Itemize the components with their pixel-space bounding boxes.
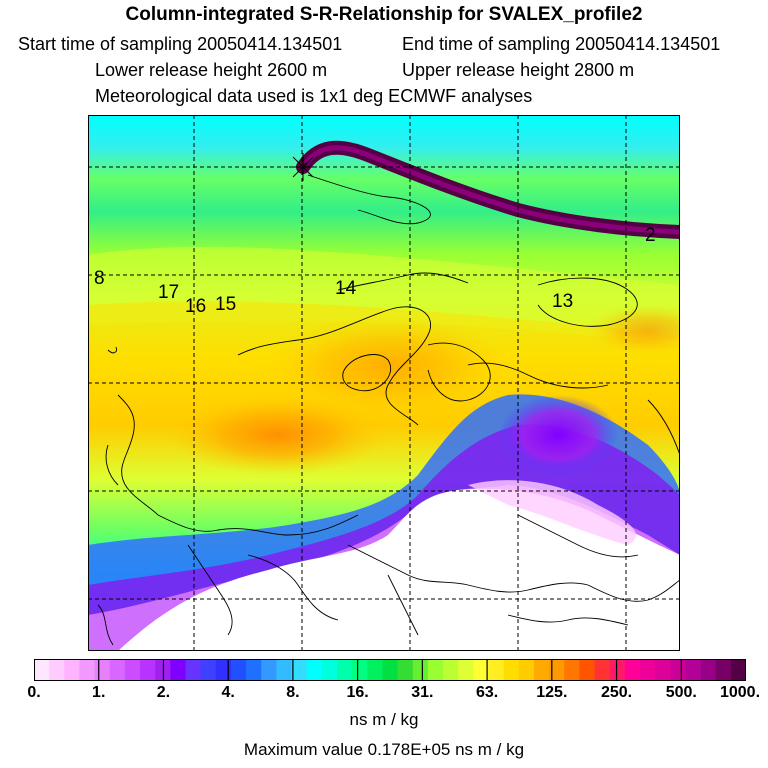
colorbar-swatch — [94, 659, 111, 681]
colorbar-swatch — [594, 659, 611, 681]
colorbar-swatch — [427, 659, 444, 681]
colorbar-tick-label: 1. — [92, 684, 106, 701]
max-value-label: Maximum value 0.178E+05 ns m / kg — [243, 740, 525, 759]
colorbar — [34, 659, 746, 681]
colorbar-swatch — [185, 659, 202, 681]
colorbar-swatch — [336, 659, 353, 681]
colorbar-swatch — [579, 659, 596, 681]
colorbar-tick-label: 8. — [286, 684, 300, 701]
end-time-label: End time of sampling 20050414.134501 — [402, 34, 721, 54]
lower-height-label: Lower release height 2600 m — [95, 60, 328, 80]
colorbar-swatch — [49, 659, 65, 681]
colorbar-swatch — [518, 659, 535, 681]
colorbar-swatch — [473, 659, 490, 681]
colorbar-tick-label: 31. — [411, 684, 434, 701]
map-frame — [88, 115, 680, 651]
colorbar-swatch — [109, 659, 126, 681]
colorbar-swatch — [170, 659, 187, 681]
colorbar-swatch — [639, 659, 656, 681]
plot-title: Column-integrated S-R-Relationship for S… — [125, 4, 643, 25]
colorbar-swatch — [79, 659, 96, 681]
colorbar-swatch — [715, 659, 732, 681]
colorbar-swatch — [382, 659, 399, 681]
colorbar-swatch — [458, 659, 474, 681]
colorbar-swatch — [140, 659, 156, 681]
colorbar-tick-label: 4. — [221, 684, 235, 701]
colorbar-swatch — [549, 659, 565, 681]
colorbar-swatch — [246, 659, 262, 681]
colorbar-swatch — [730, 659, 746, 681]
colorbar-swatch — [624, 659, 641, 681]
met-data-label: Meteorological data used is 1x1 deg ECMW… — [95, 86, 533, 106]
colorbar-tick-label: 250. — [600, 684, 633, 701]
day-label-14: 14 — [335, 278, 357, 299]
day-label-16: 16 — [185, 296, 206, 317]
colorbar-swatch — [230, 659, 247, 681]
colorbar-swatch — [261, 659, 277, 681]
release-point-star-icon — [289, 153, 317, 181]
colorbar-swatch — [443, 659, 459, 681]
colorbar-swatch — [352, 659, 368, 681]
colorbar-swatch — [367, 659, 384, 681]
colorbar-swatch — [412, 659, 429, 681]
start-time-label: Start time of sampling 20050414.134501 — [18, 34, 343, 54]
colorbar-tick-label: 0. — [27, 684, 41, 701]
colorbar-swatch — [124, 659, 141, 681]
colorbar-swatch — [564, 659, 580, 681]
day-label-2: 2 — [645, 225, 656, 246]
colorbar-swatch — [609, 659, 626, 681]
colorbar-tick-label: 500. — [665, 684, 697, 701]
upper-height-label: Upper release height 2800 m — [402, 60, 635, 80]
colorbar-swatch — [64, 659, 81, 681]
colorbar-units: ns m / kg — [349, 710, 419, 729]
colorbar-swatch — [321, 659, 338, 681]
colorbar-frame — [34, 659, 746, 681]
colorbar-swatch — [700, 659, 717, 681]
colorbar-swatch — [276, 659, 293, 681]
colorbar-swatch — [533, 659, 550, 681]
colorbar-swatch — [655, 659, 671, 681]
colorbar-swatch — [670, 659, 687, 681]
colorbar-swatch — [34, 659, 50, 681]
coastlines — [97, 174, 680, 646]
colorbar-tick-label: 16. — [346, 684, 369, 701]
colorbar-swatch — [685, 659, 702, 681]
colorbar-swatch — [306, 659, 323, 681]
colorbar-swatch — [215, 659, 232, 681]
colorbar-swatch — [291, 659, 308, 681]
colorbar-swatch — [397, 659, 414, 681]
colorbar-tick-label: 2. — [156, 684, 171, 701]
colorbar-swatch — [503, 659, 520, 681]
day-label-8: 8 — [94, 268, 105, 289]
low-value-region — [118, 488, 680, 651]
colorbar-swatch — [488, 659, 505, 681]
colorbar-swatch — [200, 659, 217, 681]
day-label-17: 17 — [158, 282, 179, 303]
lat-lon-grid — [88, 115, 680, 651]
sr-relationship-map: 2 8 13 14 15 16 17 — [88, 115, 680, 651]
colorbar-tick-label: 1000. — [719, 684, 761, 701]
colorbar-tick-label: 125. — [536, 684, 568, 701]
day-label-15: 15 — [215, 294, 236, 315]
colorbar-tick-label: 63. — [475, 684, 499, 701]
day-label-13: 13 — [552, 291, 573, 312]
